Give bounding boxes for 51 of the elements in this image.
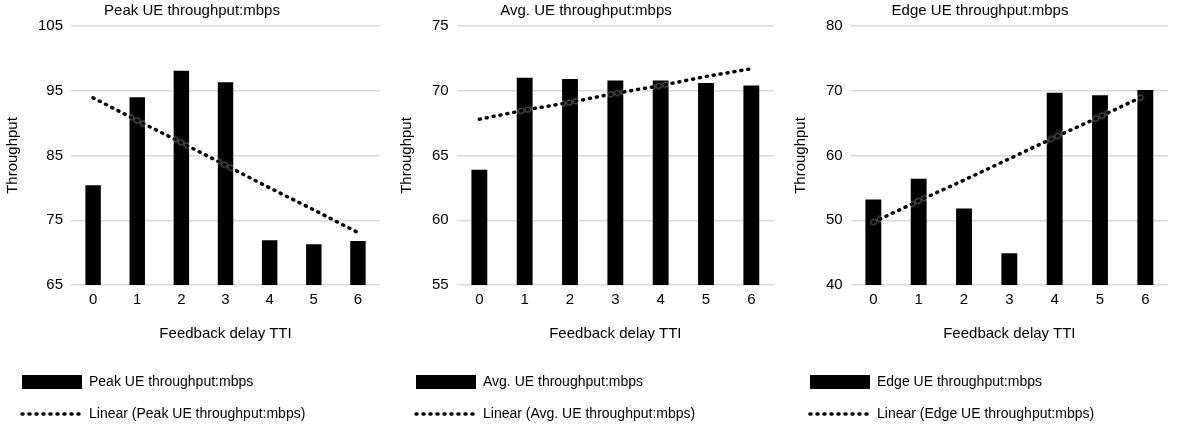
- x-tick-label: 0: [475, 290, 484, 308]
- y-tick-label: 80: [826, 16, 843, 34]
- y-tick-label: 70: [826, 80, 843, 98]
- y-axis-title: Throughput: [397, 116, 415, 194]
- y-tick-label: 105: [38, 16, 64, 34]
- x-tick-label: 4: [1050, 290, 1059, 308]
- y-axis-title: Throughput: [3, 116, 21, 194]
- x-tick-label: 0: [869, 290, 878, 308]
- x-tick-label: 2: [959, 290, 969, 308]
- y-tick-label: 75: [432, 16, 449, 34]
- y-tick-label: 50: [826, 210, 843, 228]
- x-tick-label: 1: [133, 290, 142, 308]
- y-tick-label: 75: [46, 210, 64, 228]
- legend-label: Linear (Edge UE throughput:mbps): [877, 404, 1095, 421]
- y-tick-label: 55: [432, 275, 449, 293]
- chart-title: Peak UE throughput:mbps: [104, 1, 280, 19]
- y-tick-label: 95: [46, 80, 64, 98]
- x-tick-label: 2: [565, 290, 575, 308]
- y-tick-label: 60: [432, 210, 449, 228]
- chart-title: Edge UE throughput:mbps: [891, 1, 1069, 19]
- x-tick-label: 0: [88, 290, 98, 308]
- x-tick-label: 5: [309, 290, 318, 308]
- x-tick-label: 5: [701, 290, 711, 308]
- x-tick-label: 1: [914, 290, 923, 308]
- x-tick-label: 6: [747, 290, 756, 308]
- legend-label: Avg. UE throughput:mbps: [483, 372, 644, 389]
- y-tick-label: 40: [826, 275, 843, 293]
- x-tick-label: 4: [265, 290, 274, 308]
- x-axis-title: Feedback delay TTI: [943, 324, 1076, 342]
- y-tick-label: 70: [432, 80, 449, 98]
- legend-label: Linear (Avg. UE throughput:mbps): [483, 404, 696, 421]
- x-tick-label: 3: [1005, 290, 1014, 308]
- x-tick-label: 1: [520, 290, 529, 308]
- x-tick-label: 4: [656, 290, 665, 308]
- y-tick-label: 65: [432, 145, 449, 163]
- y-tick-label: 65: [46, 275, 64, 293]
- x-axis-title: Feedback delay TTI: [159, 324, 292, 342]
- y-tick-label: 85: [46, 145, 64, 163]
- x-tick-label: 6: [353, 290, 363, 308]
- legend-label: Peak UE throughput:mbps: [89, 372, 254, 389]
- y-axis-title: Throughput: [791, 116, 809, 194]
- legend-label: Edge UE throughput:mbps: [877, 372, 1042, 389]
- chart-title: Avg. UE throughput:mbps: [500, 1, 672, 19]
- x-tick-label: 3: [611, 290, 620, 308]
- x-tick-label: 3: [221, 290, 230, 308]
- y-tick-label: 60: [826, 145, 843, 163]
- x-tick-label: 6: [1141, 290, 1150, 308]
- x-axis-title: Feedback delay TTI: [549, 324, 682, 342]
- x-tick-label: 2: [177, 290, 186, 308]
- legend-label: Linear (Peak UE throughput:mbps): [89, 404, 306, 421]
- x-tick-label: 5: [1095, 290, 1105, 308]
